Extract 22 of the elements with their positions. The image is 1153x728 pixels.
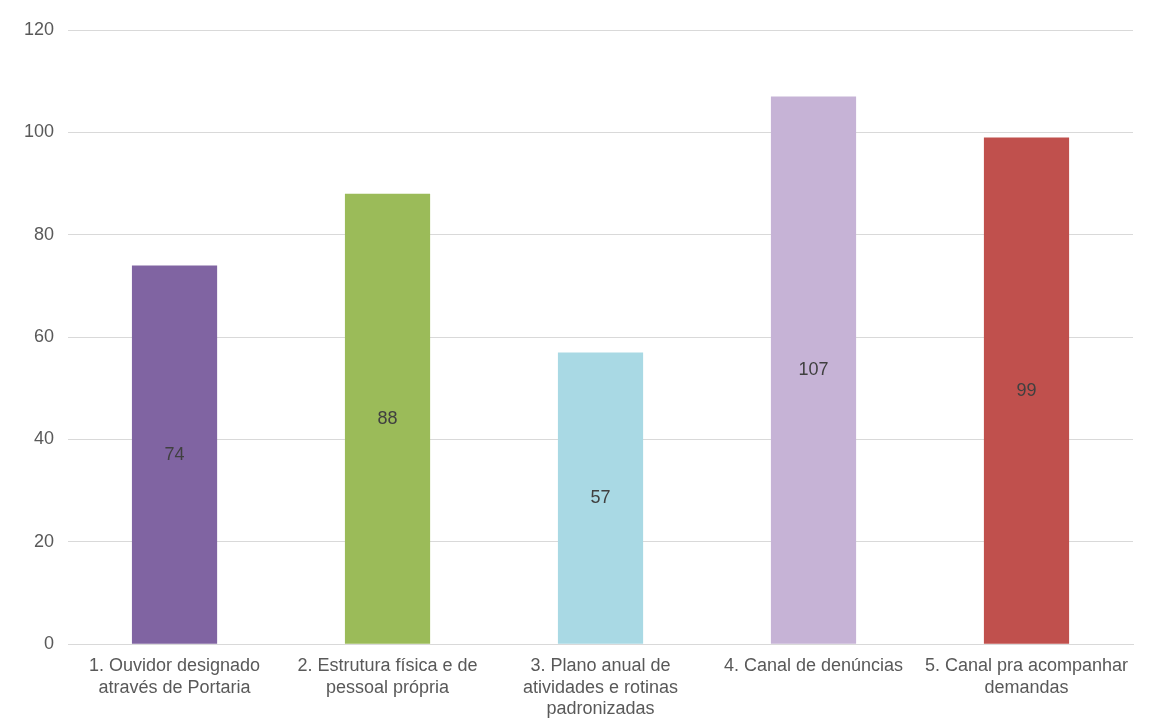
x-tick-label: 5. Canal pra acompanhar demandas xyxy=(924,654,1129,697)
x-tick-label: 4. Canal de denúncias xyxy=(723,654,904,675)
bar xyxy=(131,265,218,644)
bar xyxy=(557,352,644,644)
data-label: 99 xyxy=(1016,379,1037,400)
data-label: 107 xyxy=(798,359,829,380)
data-label: 57 xyxy=(590,487,611,508)
bar xyxy=(770,96,857,644)
bar xyxy=(983,137,1070,644)
bar xyxy=(344,193,431,644)
data-label: 74 xyxy=(164,443,185,464)
x-tick-label: 3. Plano anual de atividades e rotinas padronizadas xyxy=(522,654,679,719)
y-tick-label: 80 xyxy=(34,223,55,244)
x-tick-label: 1. Ouvidor designado através de Portaria xyxy=(88,654,261,697)
y-tick-label: 0 xyxy=(44,633,55,654)
x-tick-label: 2. Estrutura física e de pessoal própria xyxy=(297,654,478,697)
y-tick-label: 20 xyxy=(34,530,55,551)
y-tick-label: 100 xyxy=(23,121,55,142)
y-tick-label: 120 xyxy=(23,18,55,39)
data-label: 88 xyxy=(377,407,398,428)
y-tick-label: 60 xyxy=(34,326,55,347)
y-tick-label: 40 xyxy=(34,428,55,449)
